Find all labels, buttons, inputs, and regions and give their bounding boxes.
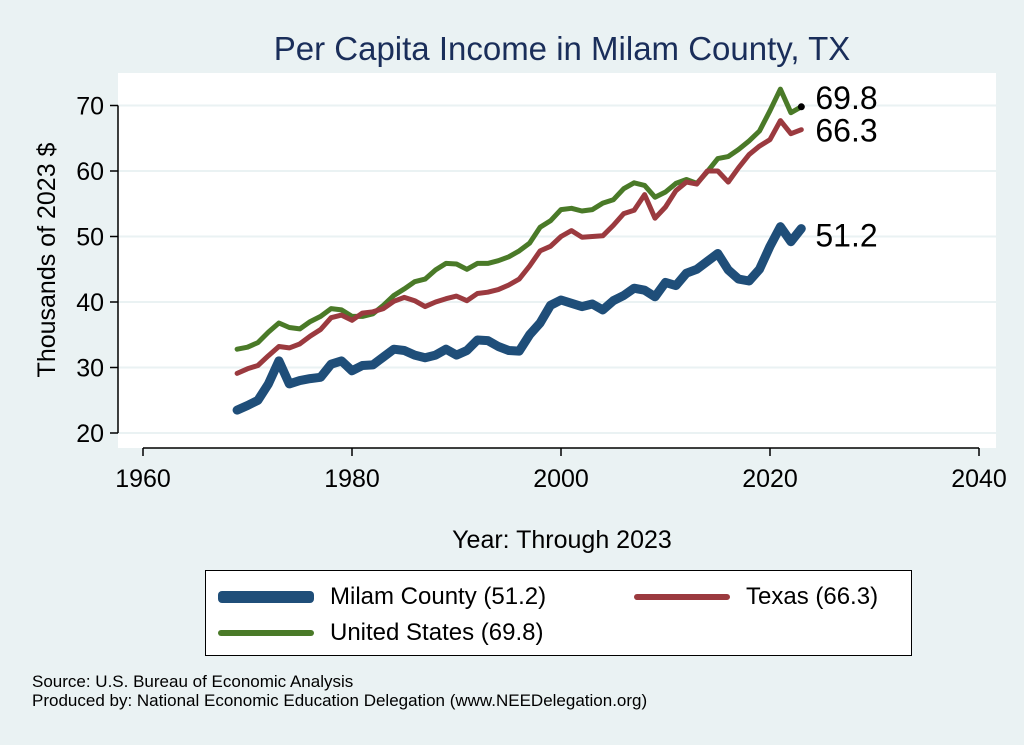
- x-tick-label-2040: 2040: [951, 465, 1007, 493]
- legend-swatch-united-states: [218, 630, 314, 636]
- legend-item-united-states: United States (69.8): [218, 619, 543, 647]
- x-axis-title: Year: Through 2023: [452, 526, 672, 554]
- end-label-milam-county: 51.2: [815, 218, 877, 254]
- series-lines: [232, 86, 806, 415]
- source-note: Source: U.S. Bureau of Economic Analysis: [32, 672, 354, 691]
- produced-by-note: Produced by: National Economic Education…: [32, 691, 648, 710]
- x-tick-label-1960: 1960: [115, 465, 171, 493]
- series-line-milam-county: [232, 222, 806, 415]
- legend-label-milam: Milam County (51.2): [330, 583, 547, 610]
- y-tick-label-50: 50: [76, 224, 104, 252]
- legend-item-milam: Milam County (51.2): [218, 583, 546, 611]
- end-marker-united-states: [797, 103, 805, 111]
- legend: Milam County (51.2) Texas (66.3) United …: [205, 570, 912, 656]
- chart-title: Per Capita Income in Milam County, TX: [274, 30, 851, 67]
- legend-swatch-milam: [218, 591, 314, 603]
- axes: 20 30 40 50 60 70 1960 1980 2000 2020 2040: [76, 93, 1007, 494]
- legend-label-united-states: United States (69.8): [330, 619, 544, 646]
- x-tick-label-2020: 2020: [742, 465, 798, 493]
- end-label-united-states: 69.8: [815, 80, 877, 116]
- x-tick-label-1980: 1980: [324, 465, 380, 493]
- x-tick-label-2000: 2000: [533, 465, 589, 493]
- series-line-texas: [234, 118, 804, 376]
- end-label-texas: 66.3: [815, 113, 877, 149]
- legend-item-texas: Texas (66.3): [634, 583, 878, 611]
- y-tick-label-60: 60: [76, 158, 104, 186]
- y-tick-label-70: 70: [76, 93, 104, 121]
- legend-swatch-texas: [634, 594, 730, 600]
- legend-label-texas: Texas (66.3): [746, 583, 879, 610]
- y-tick-label-40: 40: [76, 289, 104, 317]
- y-axis-title: Thousands of 2023 $: [33, 142, 61, 377]
- chart-canvas: 20 30 40 50 60 70 1960 1980 2000 2020 2040 51.2 66.…: [33, 30, 1007, 554]
- end-labels: 51.2 66.369.8: [815, 80, 877, 254]
- y-tick-label-30: 30: [76, 355, 104, 383]
- y-tick-label-20: 20: [76, 420, 104, 448]
